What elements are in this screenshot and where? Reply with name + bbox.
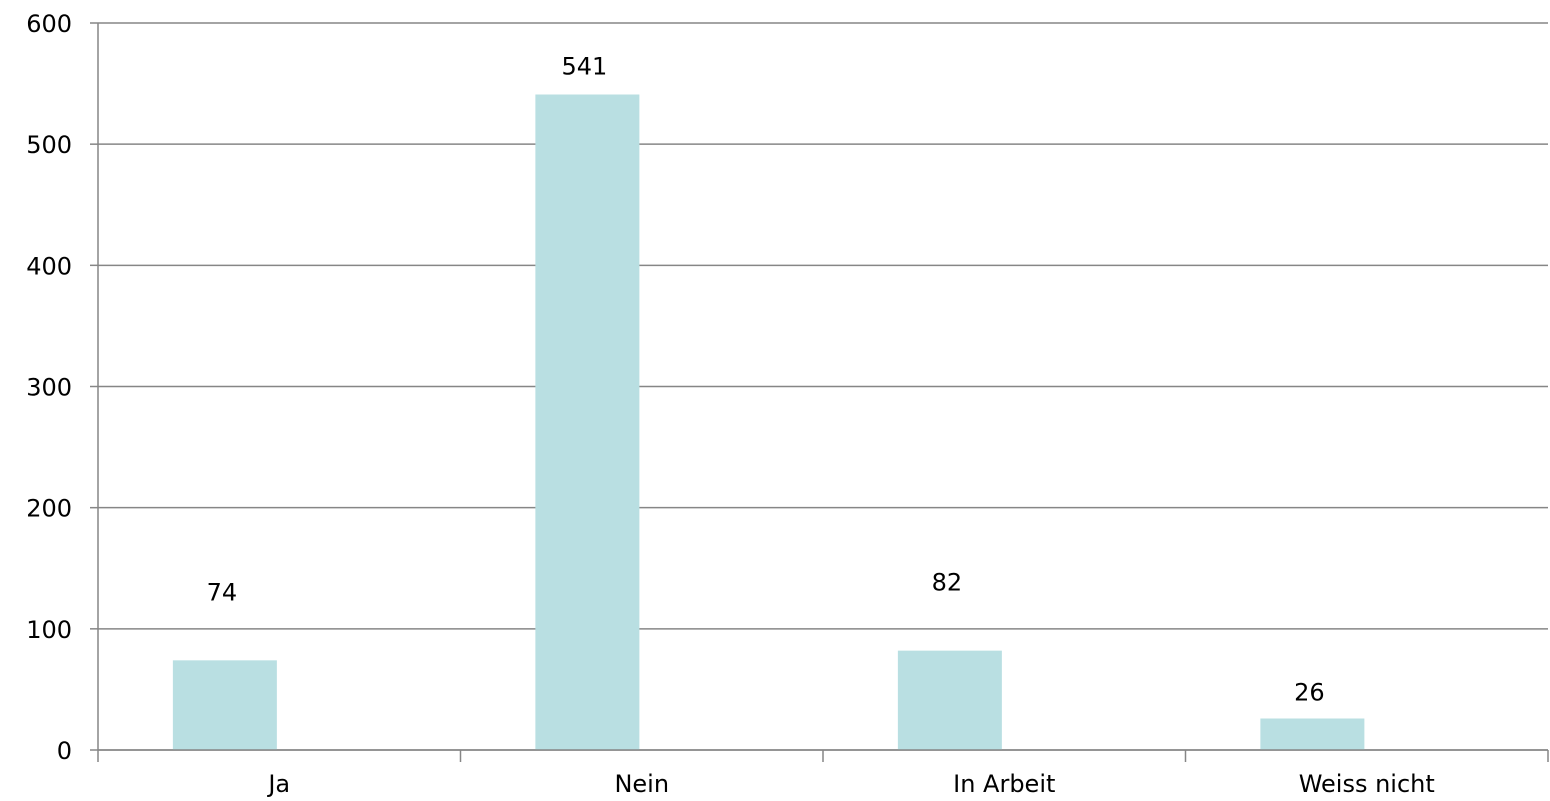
bar-in-arbeit [897, 650, 1002, 750]
data-label: 26 [1294, 678, 1325, 706]
y-tick-label: 600 [26, 10, 72, 38]
bar-weiss-nicht [1260, 718, 1365, 750]
y-tick-label: 100 [26, 616, 72, 644]
y-tick-label: 200 [26, 495, 72, 523]
y-tick-label: 0 [57, 737, 72, 765]
bar-nein [535, 94, 640, 750]
data-label: 74 [207, 578, 238, 606]
x-tick-label: Ja [266, 770, 290, 798]
x-tick-label: In Arbeit [953, 770, 1055, 798]
bars [172, 94, 1365, 750]
x-axis-labels: Ja Nein In Arbeit Weiss nicht [266, 770, 1434, 798]
data-labels: 74 541 82 26 [207, 52, 1325, 706]
gridlines [98, 22, 1548, 751]
bar-ja [172, 660, 277, 750]
x-axis [97, 23, 1549, 762]
data-label: 82 [932, 569, 963, 597]
data-label: 541 [561, 52, 607, 80]
y-axis-ticks: 0 100 200 300 400 500 600 [26, 10, 98, 765]
y-tick-label: 300 [26, 374, 72, 402]
x-tick-label: Nein [614, 770, 669, 798]
x-tick-label: Weiss nicht [1299, 770, 1435, 798]
y-tick-label: 500 [26, 131, 72, 159]
y-tick-label: 400 [26, 252, 72, 280]
